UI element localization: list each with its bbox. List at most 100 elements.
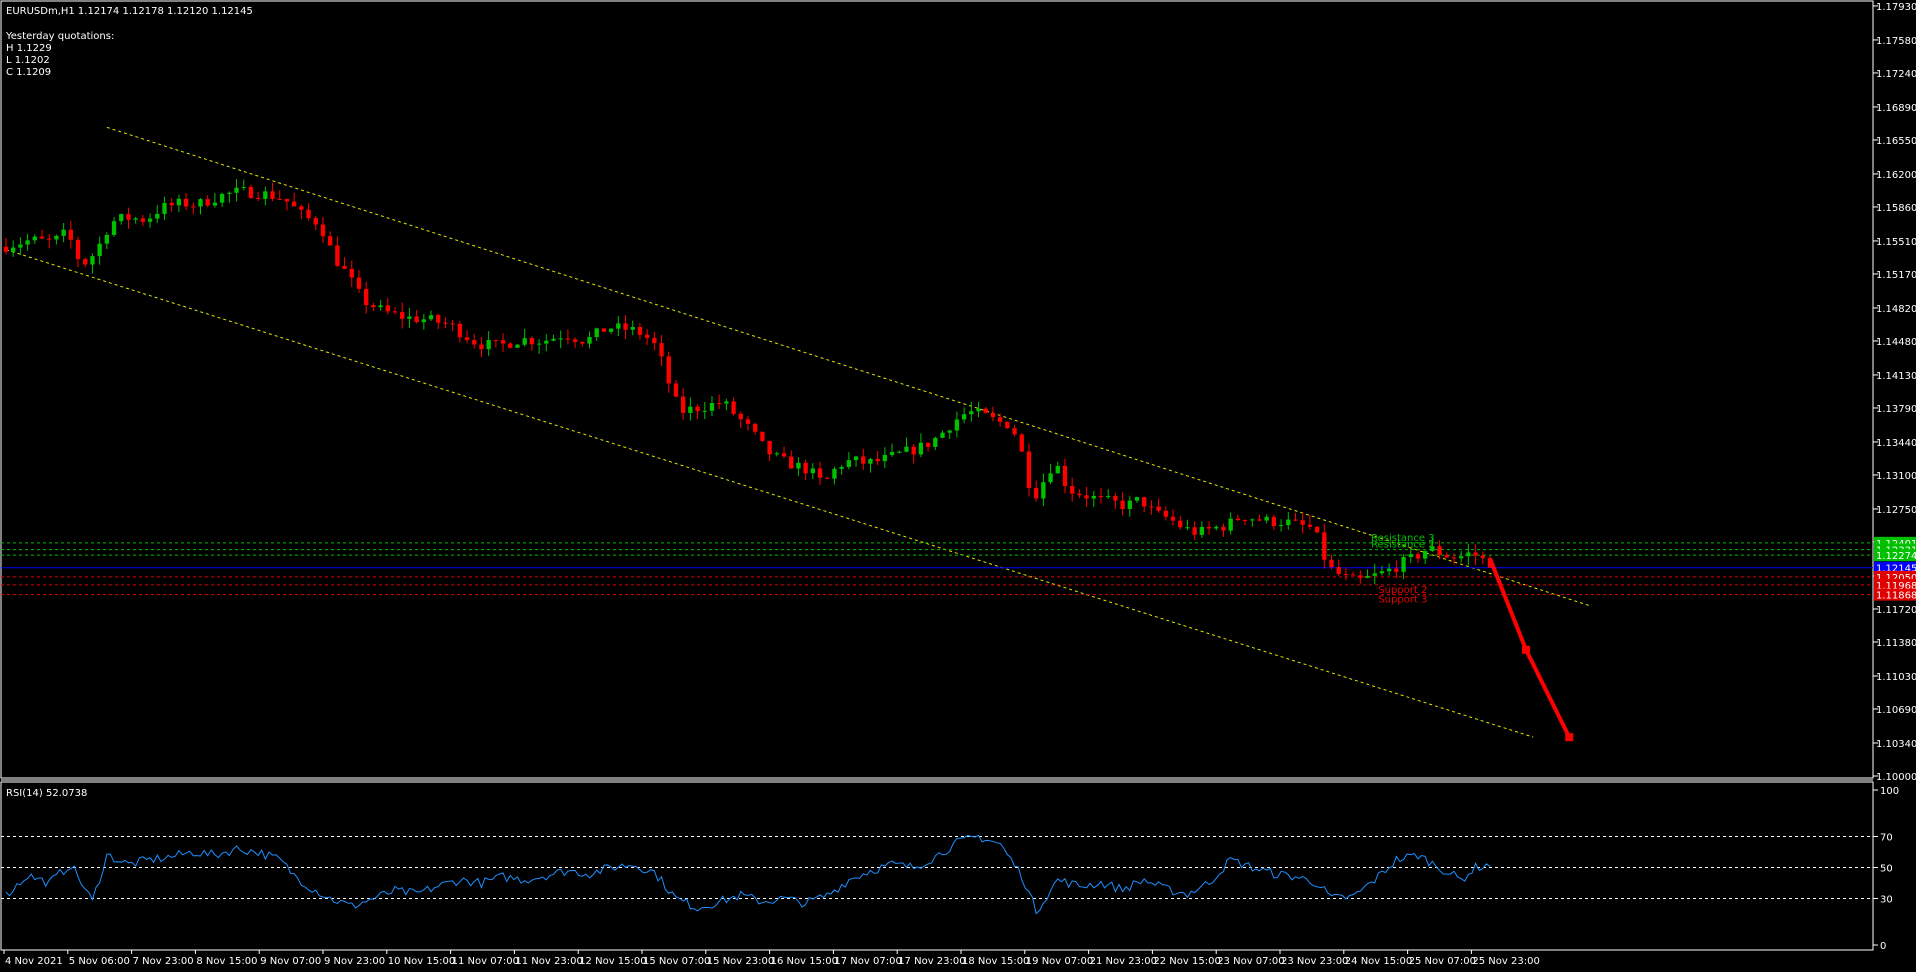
time-tick-label: 12 Nov 15:00: [579, 956, 646, 967]
time-tick-label: 15 Nov 23:00: [707, 956, 774, 967]
candle: [781, 446, 787, 459]
yesterday-low: L 1.1202: [6, 55, 50, 66]
candle: [364, 281, 369, 314]
candle: [1055, 461, 1060, 474]
candle: [1170, 509, 1176, 526]
candle: [111, 217, 117, 237]
candle: [644, 329, 650, 345]
candle: [54, 234, 59, 245]
candle: [421, 313, 426, 330]
yesterday-title: Yesterday quotations:: [5, 31, 114, 42]
candle: [270, 182, 275, 202]
candle: [241, 179, 246, 191]
level-tag-label: 1.11868: [1876, 591, 1916, 602]
candle: [493, 339, 499, 348]
time-tick-label: 25 Nov 23:00: [1472, 956, 1539, 967]
candle: [97, 236, 102, 265]
candle: [414, 310, 419, 324]
candle: [147, 213, 153, 228]
candle: [731, 397, 736, 416]
level-label-resistance-3: Resistance 3: [1371, 533, 1434, 544]
candle: [1163, 506, 1168, 521]
candle: [371, 302, 376, 312]
candle: [897, 450, 902, 454]
candle: [1156, 498, 1161, 513]
price-tick-label: 1.15860: [1876, 203, 1916, 214]
candle: [954, 411, 960, 438]
time-tick-label: 16 Nov 15:00: [771, 956, 838, 967]
candle: [464, 330, 470, 343]
candle: [608, 327, 614, 335]
candle: [1372, 563, 1377, 585]
candle: [104, 232, 110, 250]
time-tick-label: 23 Nov 23:00: [1281, 956, 1348, 967]
candle: [1199, 521, 1205, 538]
candle: [1379, 565, 1385, 576]
candle: [681, 388, 686, 420]
rsi-line: [5, 834, 1491, 915]
price-tick-label: 1.16890: [1876, 103, 1916, 114]
candle: [1235, 514, 1241, 522]
candle: [1149, 500, 1154, 515]
candle: [3, 237, 9, 255]
candle: [1228, 512, 1233, 535]
time-tick-label: 25 Nov 07:00: [1409, 956, 1476, 967]
time-tick-label: 9 Nov 07:00: [260, 956, 321, 967]
candle: [1070, 477, 1075, 502]
candle: [176, 194, 182, 213]
level-tag-label: 1.11968: [1876, 581, 1916, 592]
rsi-tick-label: 70: [1880, 833, 1893, 844]
candle: [1415, 551, 1421, 563]
candle: [623, 315, 628, 340]
candle: [652, 331, 657, 351]
rsi-tick-label: 50: [1880, 864, 1893, 875]
candle: [1444, 552, 1449, 559]
candle: [1286, 511, 1291, 530]
candle: [328, 231, 333, 246]
candle: [1423, 550, 1428, 565]
time-tick-label: 19 Nov 07:00: [1026, 956, 1093, 967]
candle: [18, 237, 23, 255]
candle: [450, 319, 455, 332]
candle: [1120, 492, 1125, 516]
price-tick-label: 1.15510: [1876, 237, 1916, 248]
level-label-support-3: Support 3: [1378, 595, 1427, 606]
candle: [1307, 515, 1313, 530]
candle: [969, 401, 974, 422]
candle: [904, 437, 909, 453]
forecast-point[interactable]: [1565, 733, 1574, 742]
candle: [1271, 514, 1277, 531]
price-tick-label: 1.11380: [1876, 638, 1916, 649]
candle: [911, 444, 916, 464]
candle: [789, 450, 794, 469]
candle: [587, 331, 592, 349]
yesterday-close: C 1.1209: [6, 67, 51, 78]
symbol-info: EURUSDm,H1 1.12174 1.12178 1.12120 1.121…: [6, 6, 253, 17]
candle: [1386, 563, 1392, 576]
candle: [1394, 560, 1399, 579]
candle: [673, 379, 679, 398]
forecast-point[interactable]: [1522, 645, 1531, 654]
rsi-label: RSI(14) 52.0738: [6, 788, 87, 799]
candle: [299, 204, 304, 220]
candle: [868, 458, 873, 473]
candle: [738, 411, 743, 429]
price-tick-label: 1.14480: [1876, 337, 1916, 348]
time-tick-label: 10 Nov 15:00: [388, 956, 455, 967]
candle: [688, 397, 693, 421]
candle: [745, 416, 751, 431]
candle: [90, 253, 95, 274]
channel-line-upper[interactable]: [106, 126, 1592, 607]
time-tick-label: 5 Nov 06:00: [69, 956, 130, 967]
level-tag: [1874, 549, 1916, 562]
candle: [1336, 559, 1341, 576]
candle: [925, 442, 931, 452]
candle: [1214, 525, 1219, 531]
time-tick-label: 11 Nov 07:00: [452, 956, 519, 967]
time-tick-label: 15 Nov 07:00: [643, 956, 710, 967]
candle: [25, 233, 30, 251]
candle: [205, 195, 210, 208]
candle: [508, 342, 513, 349]
time-tick-label: 7 Nov 23:00: [133, 956, 194, 967]
candle: [1473, 544, 1478, 566]
